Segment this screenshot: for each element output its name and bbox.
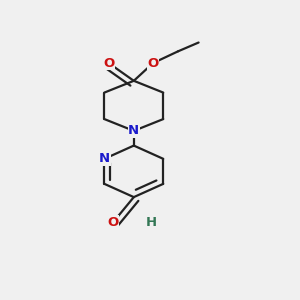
Text: O: O — [108, 216, 119, 229]
Text: H: H — [146, 216, 157, 229]
Text: O: O — [103, 57, 114, 70]
Text: N: N — [128, 124, 140, 137]
Text: N: N — [99, 152, 110, 165]
Text: O: O — [147, 57, 159, 70]
